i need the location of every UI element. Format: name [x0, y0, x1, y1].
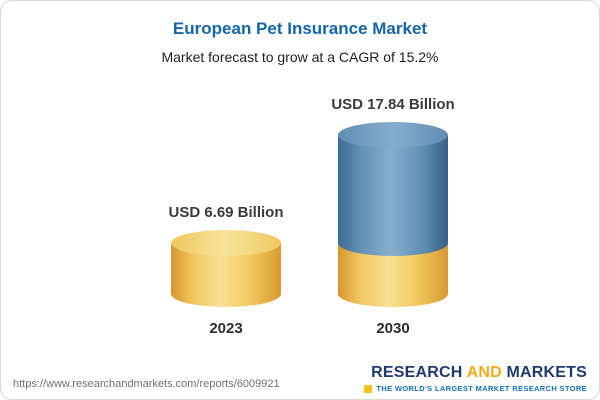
source-url-link[interactable]: https://www.researchandmarkets.com/repor…	[13, 378, 280, 390]
axis-label-2030: 2030	[376, 320, 410, 337]
chart-title: European Pet Insurance Market	[172, 19, 428, 38]
bar-2030-growth-segment	[338, 135, 448, 256]
logo-word-markets: MARKETS	[506, 364, 587, 381]
chart-subtitle: Market forecast to grow at a CAGR of 15.…	[161, 49, 439, 65]
tagline-text: THE WORLD'S LARGEST MARKET RESEARCH STOR…	[376, 384, 587, 393]
value-label-2023: USD 6.69 Billion	[168, 203, 284, 221]
bar-2023	[171, 229, 281, 307]
bar-2030-top-ellipse	[338, 122, 448, 148]
logo-word-research: RESEARCH	[371, 364, 463, 381]
bar-2030	[338, 122, 448, 307]
axis-label-2023: 2023	[209, 320, 243, 337]
value-label-2030: USD 17.84 Billion	[331, 96, 455, 113]
logo-word-and: AND	[466, 364, 502, 381]
company-logo: RESEARCH AND MARKETS THE WORLD'S LARGEST…	[364, 364, 587, 393]
company-logo-text: RESEARCH AND MARKETS	[364, 364, 587, 382]
footer: https://www.researchandmarkets.com/repor…	[13, 364, 587, 393]
tagline-yellow-square-icon	[364, 384, 373, 393]
company-tagline: THE WORLD'S LARGEST MARKET RESEARCH STOR…	[364, 384, 587, 393]
bar-2023-top-ellipse	[171, 229, 281, 256]
